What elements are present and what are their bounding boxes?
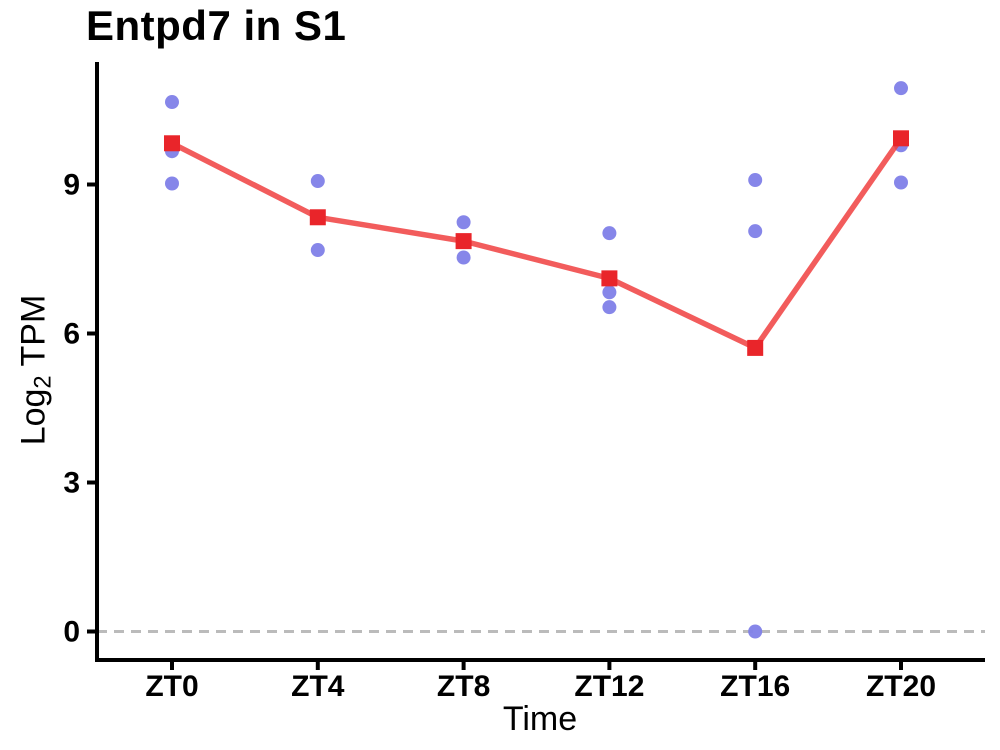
y-tick-label: 0 — [63, 616, 80, 649]
x-tick-label: ZT20 — [866, 670, 936, 703]
replicate-point — [456, 215, 471, 230]
replicate-point — [748, 224, 763, 239]
x-tick-label: ZT8 — [437, 670, 490, 703]
y-axis-title-suffix: TPM — [14, 294, 53, 376]
replicate-point — [748, 624, 763, 639]
mean-marker — [893, 130, 909, 147]
mean-marker — [601, 270, 618, 287]
replicate-point — [310, 174, 325, 189]
mean-line — [170, 136, 904, 351]
x-tick-label: ZT0 — [145, 670, 198, 703]
replicate-point — [165, 176, 179, 191]
replicate-point — [310, 243, 325, 258]
y-tick-label: 3 — [63, 466, 80, 499]
x-tick-label: ZT4 — [291, 670, 345, 703]
y-tick-label: 6 — [63, 317, 80, 350]
y-tick-label: 9 — [63, 168, 80, 201]
x-axis-title: Time — [502, 700, 578, 738]
replicate-point — [748, 173, 763, 188]
replicate-point — [602, 300, 617, 315]
mean-marker — [309, 209, 326, 226]
chart-title: Entpd7 in S1 — [86, 2, 347, 49]
y-axis-title-prefix: Log — [14, 388, 53, 446]
replicate-point — [602, 226, 617, 241]
replicate-point — [456, 250, 471, 265]
mean-marker — [455, 233, 472, 250]
replicate-point — [894, 175, 908, 190]
x-tick-label: ZT12 — [574, 670, 644, 703]
y-axis-title: Log2 TPM — [15, 295, 58, 446]
mean-marker — [164, 135, 180, 152]
y-axis-title-subscript: 2 — [29, 375, 57, 389]
replicate-point — [165, 95, 179, 110]
replicate-point — [894, 81, 908, 96]
x-tick-label: ZT16 — [720, 670, 790, 703]
replicate-point — [602, 285, 617, 300]
mean-marker — [747, 339, 764, 356]
